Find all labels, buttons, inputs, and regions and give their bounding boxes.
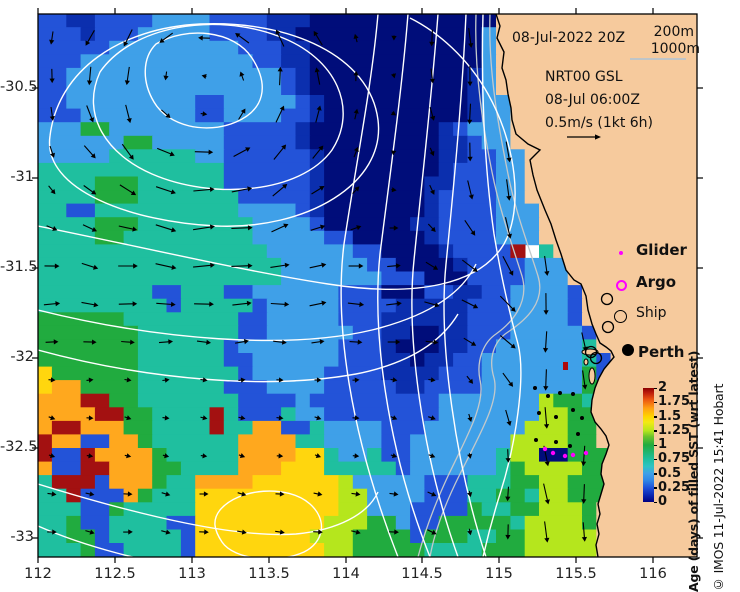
x-tick-label: 114.5 [401,566,443,582]
legend-item-glider: Glider [608,240,718,272]
glider-dot-icon [614,246,628,260]
colorbar-tick-label: 0.75 [658,451,691,467]
model-time: 08-Jul 06:00Z [545,92,640,108]
obs-dot [568,444,572,448]
colorbar-tick-label: 0.5 [658,465,682,481]
y-tick-label: -33 [10,529,34,545]
legend-ship-label: Ship [636,305,667,321]
colorbar-title: Age (days) of filled SST (wrt latest) [686,350,701,592]
obs-dot [554,415,558,419]
y-tick-label: -30.5 [0,79,38,95]
ship-marker [601,320,615,334]
current-vectors [43,28,588,543]
obs-dot [571,392,575,396]
colorbar-tick-label: 1.75 [658,394,691,410]
perth-dot [622,344,634,356]
legend-glider-label: Glider [636,241,687,259]
y-tick-label: -31 [10,169,34,185]
x-tick-label: 112.5 [94,566,136,582]
coastline [495,14,615,557]
x-tick-label: 112 [24,566,52,582]
argo-circle-icon [614,278,628,292]
colorbar-tick-label: 2 [658,380,668,395]
glider-point [550,450,556,456]
legend-item-argo: Argo [608,272,718,304]
plot-frame [37,13,698,558]
colorbar-tick-label: 1 [658,437,668,452]
bathy-1000m-label: 1000m [650,41,700,57]
model-name: NRT00 GSL [545,69,623,85]
glider-point [583,450,589,456]
x-tick-label: 113.5 [248,566,290,582]
x-tick-label: 115 [485,566,513,582]
glider-point [562,453,568,459]
colorbar-tick-label: 1.25 [658,422,691,438]
perth-city-label: Perth [638,343,685,361]
ship-marker [600,292,614,306]
island [583,358,589,366]
legend-argo-label: Argo [636,273,677,291]
observation-markers [533,134,634,459]
legend-item-ship: Ship [608,304,718,336]
y-tick-label: -32.5 [0,439,38,455]
obs-dot [537,411,541,415]
island [588,367,596,385]
model-info-block: NRT00 GSL 08-Jul 06:00Z 0.5m/s (1kt 6h) [545,66,653,135]
ship-marker [589,351,603,365]
colorbar-tick-label: 0 [658,494,668,509]
y-tick-label: -31.5 [0,259,38,275]
x-tick-label: 113 [178,566,206,582]
gsl-contours [38,14,522,557]
obs-dot [580,416,584,420]
colorbar [643,388,654,502]
axis-ticks [32,8,703,563]
obs-dot [534,438,538,442]
datetime-label: 08-Jul-2022 20Z [512,30,626,46]
glider-point [542,446,548,452]
colorbar-tick-label: 0.25 [658,479,691,495]
red-marker [563,362,568,370]
obs-dot [546,394,550,398]
obs-dot [533,386,537,390]
obs-dot [554,440,558,444]
bathy-contour-sample-line [630,58,686,60]
bathy-200m-label: 200m [653,24,694,40]
y-tick-label: -32 [10,349,34,365]
legend: Glider Argo Ship [608,240,718,336]
vector-scale: 0.5m/s (1kt 6h) [545,115,654,131]
copyright-label: © IMOS 11-Jul-2022 15:41 Hobart [711,383,726,592]
obs-dot [558,391,562,395]
obs-dot [571,408,575,412]
glider-point [570,452,576,458]
colorbar-tick-label: 1.5 [658,408,682,424]
x-tick-label: 115.5 [555,566,597,582]
ship-circle-icon [614,310,628,324]
x-tick-label: 114 [332,566,360,582]
x-tick-label: 116 [639,566,667,582]
obs-dot [576,432,580,436]
plot-area [38,14,697,557]
